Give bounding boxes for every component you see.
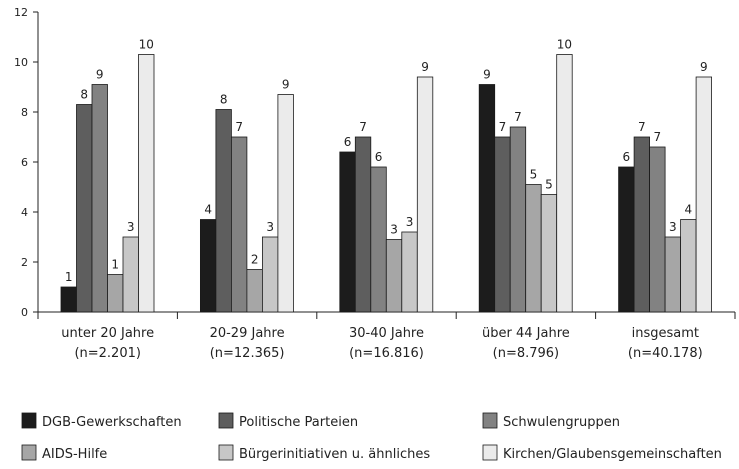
bar-s4-c0 bbox=[122, 236, 139, 313]
y-tick-label-4: 4 bbox=[21, 206, 28, 219]
data-label-s5-c0: 10 bbox=[139, 38, 154, 52]
data-label-s5-c2: 9 bbox=[421, 60, 429, 74]
y-tick-label-0: 0 bbox=[21, 306, 28, 319]
legend-label-3: AIDS-Hilfe bbox=[42, 447, 107, 462]
data-label-s0-c2: 6 bbox=[344, 135, 352, 149]
bar-s3-c0 bbox=[107, 274, 124, 313]
y-tick-label-8: 8 bbox=[21, 106, 28, 119]
bar-s1-c3 bbox=[494, 136, 511, 313]
bar-s4-c3 bbox=[540, 194, 558, 313]
bar-s3-c2 bbox=[385, 239, 403, 313]
data-label-s2-c3: 7 bbox=[514, 110, 522, 124]
y-tick-label-10: 10 bbox=[14, 56, 28, 69]
category-n-1: (n=12.365) bbox=[210, 346, 285, 361]
legend-label-4: Bürgerinitiativen u. ähnliches bbox=[239, 447, 430, 462]
data-label-s3-c0: 1 bbox=[111, 258, 119, 272]
category-n-0: (n=2.201) bbox=[74, 346, 141, 361]
data-label-s5-c3: 10 bbox=[557, 38, 572, 52]
data-label-s5-c1: 9 bbox=[282, 78, 290, 92]
data-label-s4-c4: 4 bbox=[685, 203, 693, 217]
bar-s3-c3 bbox=[525, 184, 542, 313]
data-label-s3-c3: 5 bbox=[530, 168, 538, 182]
legend-swatch-5 bbox=[482, 444, 498, 461]
legend-label-0: DGB-Gewerkschaften bbox=[42, 415, 182, 430]
category-label-3: über 44 Jahre bbox=[482, 326, 570, 341]
bar-s0-c1 bbox=[199, 219, 217, 313]
data-label-s1-c2: 7 bbox=[359, 120, 367, 134]
bars bbox=[60, 54, 712, 313]
data-label-s1-c0: 8 bbox=[80, 88, 88, 102]
bar-s5-c2 bbox=[416, 76, 434, 313]
bar-s1-c0 bbox=[76, 104, 93, 313]
category-n-2: (n=16.816) bbox=[349, 346, 424, 361]
y-tick-label-6: 6 bbox=[21, 156, 28, 169]
data-label-s2-c4: 7 bbox=[654, 130, 662, 144]
bar-s3-c1 bbox=[246, 269, 263, 313]
y-tick-label-12: 12 bbox=[14, 6, 28, 19]
data-label-s4-c1: 3 bbox=[266, 220, 274, 234]
data-label-s3-c4: 3 bbox=[669, 220, 677, 234]
category-n-4: (n=40.178) bbox=[628, 346, 703, 361]
legend-swatch-2 bbox=[482, 412, 498, 429]
category-n-3: (n=8.796) bbox=[493, 346, 560, 361]
bar-s2-c4 bbox=[649, 146, 666, 313]
data-label-s1-c4: 7 bbox=[638, 120, 646, 134]
data-label-s3-c2: 3 bbox=[390, 223, 398, 237]
bar-s4-c1 bbox=[261, 236, 279, 313]
data-label-s2-c2: 6 bbox=[375, 150, 383, 164]
legend-label-1: Politische Parteien bbox=[239, 415, 358, 430]
legend-label-5: Kirchen/Glaubensgemeinschaften bbox=[503, 447, 722, 462]
data-label-s1-c3: 7 bbox=[499, 120, 507, 134]
data-label-s4-c0: 3 bbox=[127, 220, 135, 234]
data-label-s4-c2: 3 bbox=[406, 215, 414, 229]
legend-swatch-3 bbox=[21, 444, 37, 461]
bar-s2-c3 bbox=[509, 126, 527, 313]
bar-s2-c1 bbox=[230, 136, 248, 313]
category-label-1: 20-29 Jahre bbox=[210, 326, 285, 341]
bar-s2-c0 bbox=[91, 84, 108, 313]
bar-s5-c4 bbox=[695, 76, 712, 313]
data-label-s0-c3: 9 bbox=[483, 68, 491, 82]
y-tick-label-2: 2 bbox=[21, 256, 28, 269]
bar-s0-c3 bbox=[478, 84, 496, 313]
category-label-2: 30-40 Jahre bbox=[349, 326, 424, 341]
bar-s5-c1 bbox=[277, 94, 294, 313]
legend-swatch-0 bbox=[21, 412, 37, 429]
data-label-s1-c1: 8 bbox=[220, 93, 228, 107]
data-label-s0-c4: 6 bbox=[623, 150, 631, 164]
data-label-s3-c1: 2 bbox=[251, 253, 259, 267]
data-label-s0-c1: 4 bbox=[204, 203, 212, 217]
bar-s3-c4 bbox=[664, 236, 681, 313]
bar-s4-c2 bbox=[401, 231, 418, 313]
bar-s0-c2 bbox=[339, 151, 356, 313]
legend: DGB-Gewerkschaften Politische Parteien Sch… bbox=[21, 412, 722, 462]
data-label-s2-c1: 7 bbox=[235, 120, 243, 134]
bar-s4-c4 bbox=[680, 219, 697, 313]
bar-s1-c2 bbox=[354, 136, 372, 313]
category-label-4: insgesamt bbox=[632, 326, 699, 341]
data-label-s5-c4: 9 bbox=[700, 60, 708, 74]
data-label-s2-c0: 9 bbox=[96, 68, 104, 82]
bar-s2-c2 bbox=[370, 166, 387, 313]
bar-s0-c4 bbox=[618, 166, 635, 313]
legend-swatch-1 bbox=[218, 412, 234, 429]
bar-s0-c0 bbox=[60, 286, 77, 313]
data-label-s0-c0: 1 bbox=[65, 270, 73, 284]
legend-label-2: Schwulengruppen bbox=[503, 415, 620, 430]
legend-swatch-4 bbox=[218, 444, 234, 461]
category-label-0: unter 20 Jahre bbox=[61, 326, 154, 341]
bar-s5-c3 bbox=[556, 54, 573, 313]
data-label-s4-c3: 5 bbox=[545, 178, 553, 192]
bar-s5-c0 bbox=[138, 54, 155, 313]
bar-s1-c1 bbox=[215, 109, 232, 313]
bar-s1-c4 bbox=[633, 136, 650, 313]
